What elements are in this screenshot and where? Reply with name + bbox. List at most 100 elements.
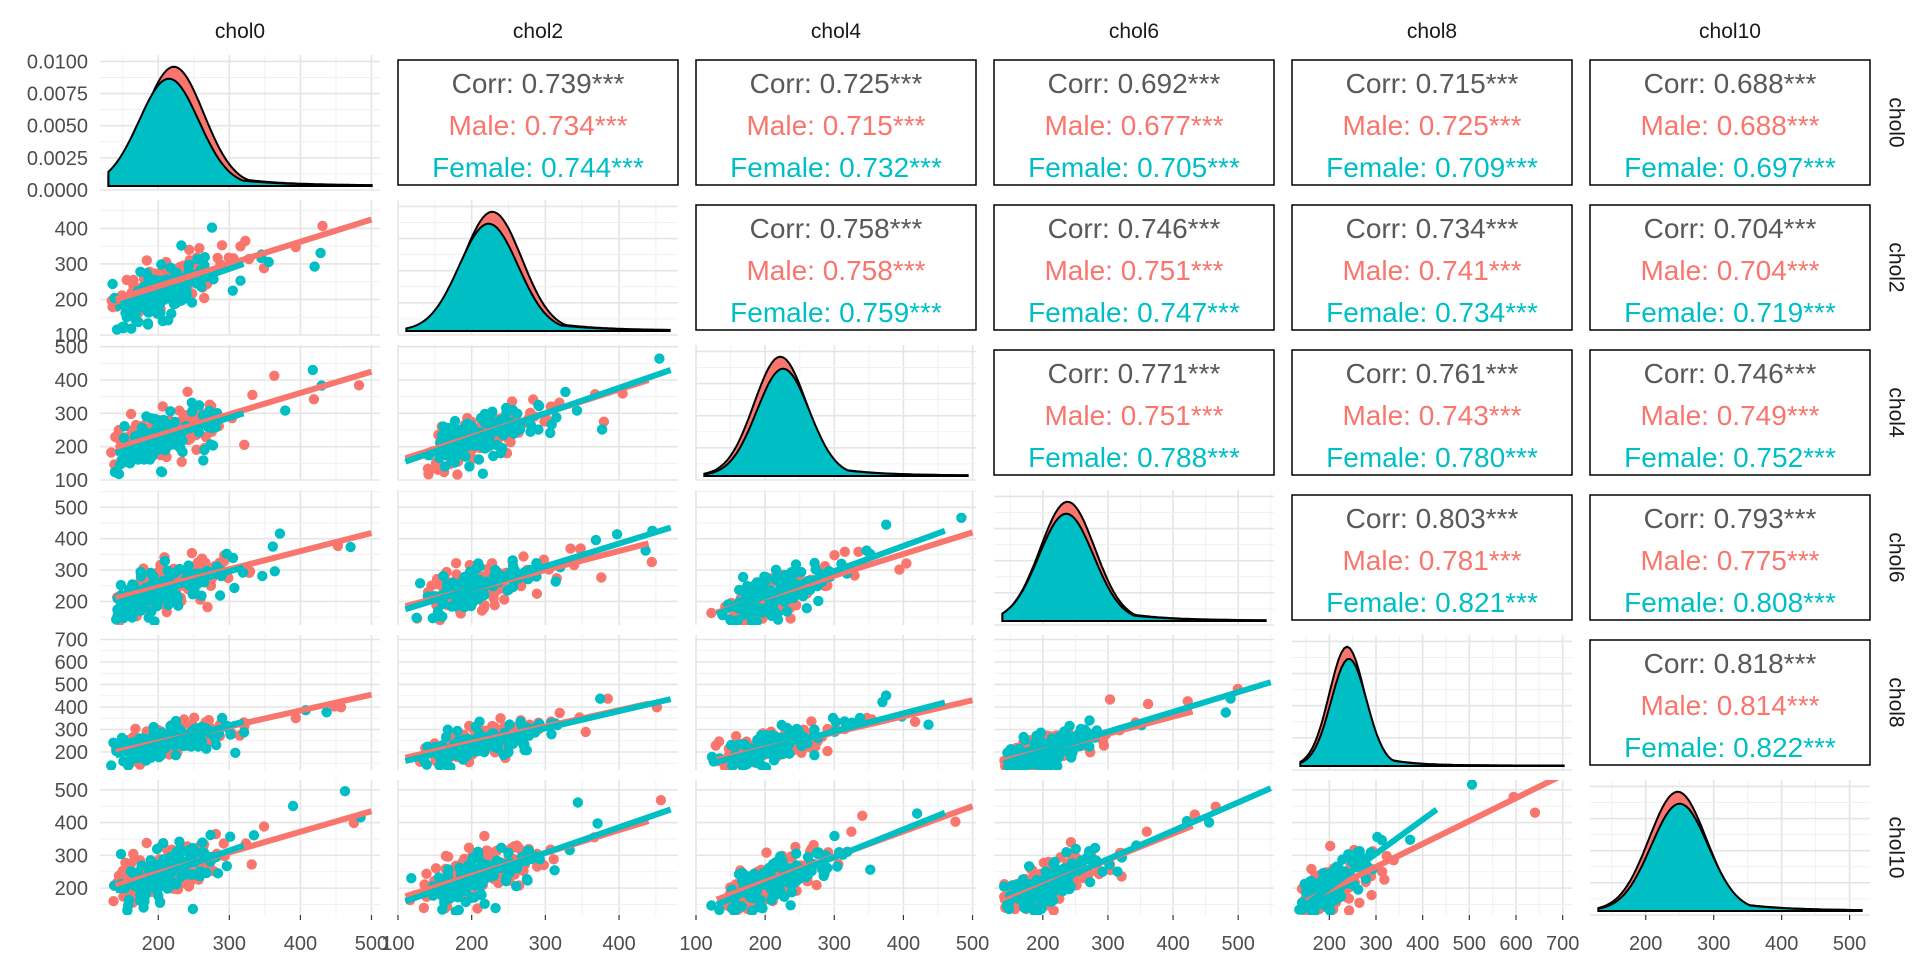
correlation-male-label: Male: 0.704*** <box>1640 255 1819 286</box>
scatter-point-female <box>196 281 207 292</box>
scatter-point-male <box>710 740 721 751</box>
regression-line-female <box>404 367 672 465</box>
scatter-point-female <box>1112 866 1123 877</box>
panel-chol0-chol4: Corr: 0.725*** Male: 0.715*** Female: 0.73… <box>695 59 977 186</box>
scatter-point-female <box>280 405 291 416</box>
correlation-male-label: Male: 0.751*** <box>1044 400 1223 431</box>
scatter-point-female <box>491 439 502 451</box>
scatter-points-chol4-chol2 <box>404 353 672 480</box>
correlation-box <box>1589 59 1871 186</box>
scatter-point-female <box>490 902 501 914</box>
x-axis-tick-label-chol8: 400 <box>1406 933 1439 955</box>
scatter-points-chol6-chol2 <box>404 524 672 625</box>
x-axis-tick-label-chol10: 500 <box>1833 933 1866 955</box>
correlation-box <box>993 349 1275 476</box>
correlation-total-label: Corr: 0.734*** <box>1346 213 1519 244</box>
scatter-point-male <box>106 447 117 458</box>
scatter-point-female <box>146 606 157 617</box>
scatter-point-female <box>158 414 169 426</box>
scatter-point-female <box>205 829 216 841</box>
scatter-point-female <box>1304 876 1316 887</box>
scatter-point-male <box>822 745 833 757</box>
x-axis-tick-label-chol0: 500 <box>355 933 388 955</box>
scatter-point-female <box>811 847 823 858</box>
scatter-points-chol10-chol6 <box>999 785 1272 915</box>
scatter-point-male <box>575 543 586 554</box>
scatter-point-female <box>1064 720 1075 732</box>
row-strip-chol8: chol8 <box>1884 677 1907 727</box>
scatter-point-female <box>263 256 274 268</box>
scatter-point-female <box>776 719 787 731</box>
correlation-female-label: Female: 0.744*** <box>432 152 644 183</box>
scatter-point-female <box>771 572 782 583</box>
scatter-point-male <box>1306 863 1317 875</box>
scatter-point-female <box>1337 854 1348 865</box>
scatter-point-male <box>1377 866 1388 877</box>
scatter-point-male <box>1529 807 1541 818</box>
scatter-point-female <box>786 887 797 898</box>
y-axis-tick-label-chol10: 400 <box>55 813 88 835</box>
scatter-points-chol8-chol0 <box>106 691 373 770</box>
x-axis-tick-label-chol8: 700 <box>1546 933 1579 955</box>
scatter-point-female <box>196 590 207 601</box>
scatter-point-female <box>790 559 802 570</box>
correlation-box <box>993 204 1275 331</box>
regression-line-female <box>114 261 245 312</box>
scatter-point-female <box>165 439 177 450</box>
scatter-point-female <box>183 560 194 571</box>
scatter-point-female <box>142 306 153 317</box>
scatter-point-male <box>479 830 490 842</box>
panel-chol6-chol8: Corr: 0.803*** Male: 0.781*** Female: 0.82… <box>1291 494 1573 621</box>
scatter-point-female <box>830 716 841 728</box>
scatter-point-female <box>274 528 286 539</box>
row-strip-chol0: chol0 <box>1884 97 1907 147</box>
scatter-point-female <box>714 904 725 915</box>
scatter-point-female <box>434 760 445 770</box>
scatter-point-female <box>592 818 603 829</box>
x-axis-tick-label-chol2: 200 <box>455 933 488 955</box>
x-axis-tick-label-chol8: 200 <box>1313 933 1346 955</box>
correlation-box <box>1589 204 1871 331</box>
scatter-point-female <box>466 421 478 432</box>
correlation-box <box>1589 494 1871 621</box>
scatter-point-female <box>791 723 803 735</box>
scatter-point-female <box>175 725 186 736</box>
scatter-point-female <box>257 570 268 582</box>
scatter-point-male <box>730 731 742 742</box>
scatter-point-female <box>572 797 584 808</box>
scatter-point-female <box>1220 707 1232 718</box>
correlation-box <box>397 59 679 186</box>
scatter-points-chol10-chol0 <box>108 786 373 915</box>
scatter-point-female <box>801 603 812 614</box>
scatter-point-female <box>728 759 739 770</box>
correlation-box <box>1589 349 1871 476</box>
correlation-female-label: Female: 0.732*** <box>730 152 942 183</box>
scatter-point-female <box>640 545 651 556</box>
scatter-point-male <box>430 863 442 874</box>
scatter-point-female <box>880 690 892 701</box>
correlation-box <box>993 59 1275 186</box>
scatter-point-male <box>857 810 868 821</box>
scatter-point-female <box>1349 855 1361 866</box>
scatter-point-female <box>448 421 459 433</box>
scatter-point-male <box>452 469 463 480</box>
density-female-chol8 <box>1299 657 1565 767</box>
scatter-point-female <box>546 729 557 740</box>
scatter-point-female <box>775 851 786 862</box>
panel-chol8-chol8 <box>1292 635 1572 771</box>
y-axis-tick-label-chol4: 500 <box>55 337 88 359</box>
scatter-point-female <box>345 541 356 553</box>
scatter-point-female <box>201 743 212 754</box>
labels-layer: chol0 chol2 chol4 chol6 chol8 chol10 chol0 chol… <box>27 20 1908 955</box>
y-axis-tick-label-chol6: 500 <box>55 497 88 519</box>
y-axis-tick-label-chol6: 400 <box>55 529 88 551</box>
panel-chol0-chol6: Corr: 0.692*** Male: 0.677*** Female: 0.70… <box>993 59 1275 186</box>
scatter-point-female <box>772 614 784 625</box>
scatter-point-female <box>1019 734 1031 746</box>
scatter-point-female <box>739 759 750 770</box>
scatter-point-female <box>188 738 199 750</box>
scatter-point-female <box>809 750 820 761</box>
scatter-point-male <box>1141 826 1153 837</box>
scatter-point-male <box>514 843 525 854</box>
scatter-point-female <box>706 900 717 911</box>
